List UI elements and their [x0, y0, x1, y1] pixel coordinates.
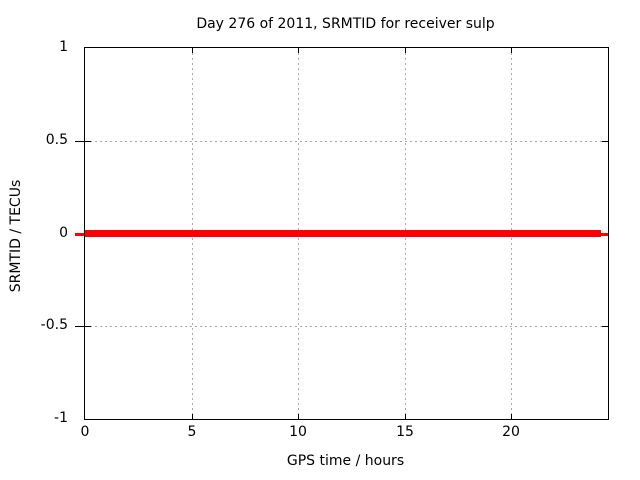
x-tick-label: 15: [396, 424, 414, 440]
x-tick-label: 20: [502, 424, 520, 440]
x-tick-label: 0: [80, 424, 90, 440]
y-tick-label: -1: [54, 410, 68, 426]
x-tick-mark-top: [405, 48, 406, 53]
y-tick-mark-right-in: [602, 141, 608, 142]
y-tick-label: 0: [59, 225, 68, 241]
y-tick-label: 1: [59, 39, 68, 55]
y-tick-mark-left-in: [85, 326, 91, 327]
x-tick-label: 5: [187, 424, 197, 440]
plot-area: [75, 47, 609, 420]
x-axis-label: GPS time / hours: [286, 453, 405, 469]
x-tick-mark-bottom: [405, 414, 406, 419]
gridline-horizontal: [85, 326, 608, 327]
y-tick-mark-left-out: [75, 326, 84, 327]
y-tick-mark-left-out: [75, 233, 84, 236]
x-tick-label: 10: [289, 424, 307, 440]
x-tick-mark-top: [511, 48, 512, 53]
gridline-horizontal: [85, 141, 608, 142]
x-tick-mark-bottom: [298, 414, 299, 419]
x-tick-mark-top: [298, 48, 299, 53]
x-tick-mark-bottom: [511, 414, 512, 419]
y-tick-label: 0.5: [45, 132, 68, 148]
chart-title: Day 276 of 2011, SRMTID for receiver sul…: [196, 16, 495, 32]
y-tick-mark-right-in: [602, 326, 608, 327]
y-tick-mark-left-out: [75, 141, 84, 142]
series-line: [85, 230, 601, 237]
x-tick-mark-bottom: [192, 414, 193, 419]
y-tick-mark-right-in: [601, 233, 608, 236]
y-tick-label: -0.5: [40, 317, 68, 333]
x-tick-mark-top: [192, 48, 193, 53]
y-tick-mark-left-in: [85, 141, 91, 142]
